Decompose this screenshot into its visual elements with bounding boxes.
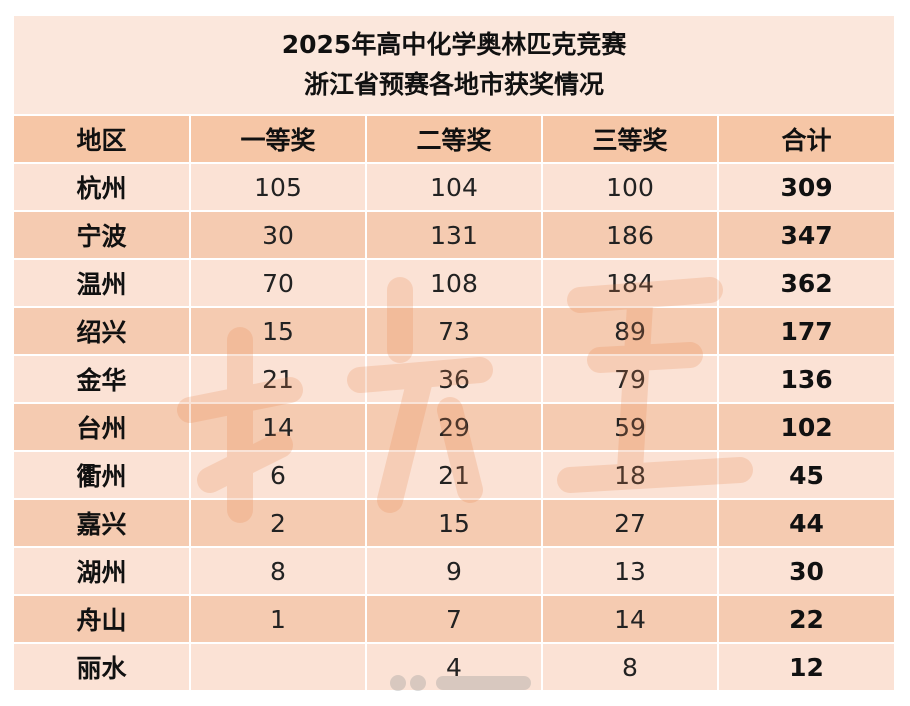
- cell-total: 30: [718, 547, 895, 596]
- table-row: 金华 21 36 79 136: [14, 355, 895, 404]
- cell-third-prize: 186: [542, 211, 719, 260]
- cell-total: 136: [718, 355, 895, 404]
- table-row: 温州 70 108 184 362: [14, 259, 895, 308]
- cell-first-prize: 8: [190, 547, 367, 596]
- cell-second-prize: 36: [366, 355, 543, 404]
- header-first-prize: 一等奖: [190, 115, 367, 164]
- cell-region: 湖州: [14, 547, 191, 596]
- header-total: 合计: [718, 115, 895, 164]
- cell-third-prize: 79: [542, 355, 719, 404]
- cell-third-prize: 184: [542, 259, 719, 308]
- cell-third-prize: 100: [542, 163, 719, 212]
- header-second-prize: 二等奖: [366, 115, 543, 164]
- cell-third-prize: 13: [542, 547, 719, 596]
- cell-second-prize: 108: [366, 259, 543, 308]
- cell-third-prize: 8: [542, 643, 719, 692]
- cell-first-prize: 21: [190, 355, 367, 404]
- title-line-1: 2025年高中化学奥林匹克竞赛: [281, 30, 627, 59]
- cell-second-prize: 4: [366, 643, 543, 692]
- cell-region: 衢州: [14, 451, 191, 500]
- cell-second-prize: 104: [366, 163, 543, 212]
- table-row: 台州 14 29 59 102: [14, 403, 895, 452]
- awards-table-frame: 2025年高中化学奥林匹克竞赛 浙江省预赛各地市获奖情况 地区 一等奖 二等奖 …: [14, 16, 895, 692]
- cell-first-prize: 6: [190, 451, 367, 500]
- table-row: 衢州 6 21 18 45: [14, 451, 895, 500]
- cell-first-prize: 14: [190, 403, 367, 452]
- cell-second-prize: 131: [366, 211, 543, 260]
- cell-total: 177: [718, 307, 895, 356]
- cell-first-prize: 2: [190, 499, 367, 548]
- cell-third-prize: 59: [542, 403, 719, 452]
- cell-third-prize: 18: [542, 451, 719, 500]
- cell-total: 347: [718, 211, 895, 260]
- table-row: 杭州 105 104 100 309: [14, 163, 895, 212]
- cell-first-prize: [190, 643, 367, 692]
- cell-total: 45: [718, 451, 895, 500]
- cell-total: 12: [718, 643, 895, 692]
- cell-third-prize: 14: [542, 595, 719, 644]
- title-line-2: 浙江省预赛各地市获奖情况: [304, 70, 605, 99]
- cell-total: 22: [718, 595, 895, 644]
- cell-region: 绍兴: [14, 307, 191, 356]
- header-row: 地区 一等奖 二等奖 三等奖 合计: [14, 115, 895, 164]
- table-row: 宁波 30 131 186 347: [14, 211, 895, 260]
- cell-region: 丽水: [14, 643, 191, 692]
- cell-region: 金华: [14, 355, 191, 404]
- cell-second-prize: 15: [366, 499, 543, 548]
- cell-region: 杭州: [14, 163, 191, 212]
- table-body: 杭州 105 104 100 309 宁波 30 131 186 347 温州 70 108 184 362…: [14, 163, 895, 692]
- cell-third-prize: 27: [542, 499, 719, 548]
- cell-first-prize: 1: [190, 595, 367, 644]
- cell-first-prize: 30: [190, 211, 367, 260]
- cell-third-prize: 89: [542, 307, 719, 356]
- table-row: 舟山 1 7 14 22: [14, 595, 895, 644]
- cell-second-prize: 21: [366, 451, 543, 500]
- cell-region: 台州: [14, 403, 191, 452]
- cell-first-prize: 70: [190, 259, 367, 308]
- cell-total: 102: [718, 403, 895, 452]
- cell-total: 44: [718, 499, 895, 548]
- cell-second-prize: 9: [366, 547, 543, 596]
- table-row: 绍兴 15 73 89 177: [14, 307, 895, 356]
- table-row: 嘉兴 2 15 27 44: [14, 499, 895, 548]
- table-title: 2025年高中化学奥林匹克竞赛 浙江省预赛各地市获奖情况: [14, 16, 895, 116]
- weibo-watermark: [390, 675, 531, 691]
- cell-first-prize: 15: [190, 307, 367, 356]
- header-region: 地区: [14, 115, 191, 164]
- cell-second-prize: 7: [366, 595, 543, 644]
- cell-first-prize: 105: [190, 163, 367, 212]
- header-third-prize: 三等奖: [542, 115, 719, 164]
- cell-region: 嘉兴: [14, 499, 191, 548]
- cell-second-prize: 29: [366, 403, 543, 452]
- table-row: 丽水 4 8 12: [14, 643, 895, 692]
- cell-total: 362: [718, 259, 895, 308]
- cell-region: 温州: [14, 259, 191, 308]
- title-row: 2025年高中化学奥林匹克竞赛 浙江省预赛各地市获奖情况: [14, 16, 895, 116]
- cell-region: 舟山: [14, 595, 191, 644]
- awards-table: 2025年高中化学奥林匹克竞赛 浙江省预赛各地市获奖情况 地区 一等奖 二等奖 …: [14, 16, 895, 692]
- cell-region: 宁波: [14, 211, 191, 260]
- cell-total: 309: [718, 163, 895, 212]
- cell-second-prize: 73: [366, 307, 543, 356]
- table-row: 湖州 8 9 13 30: [14, 547, 895, 596]
